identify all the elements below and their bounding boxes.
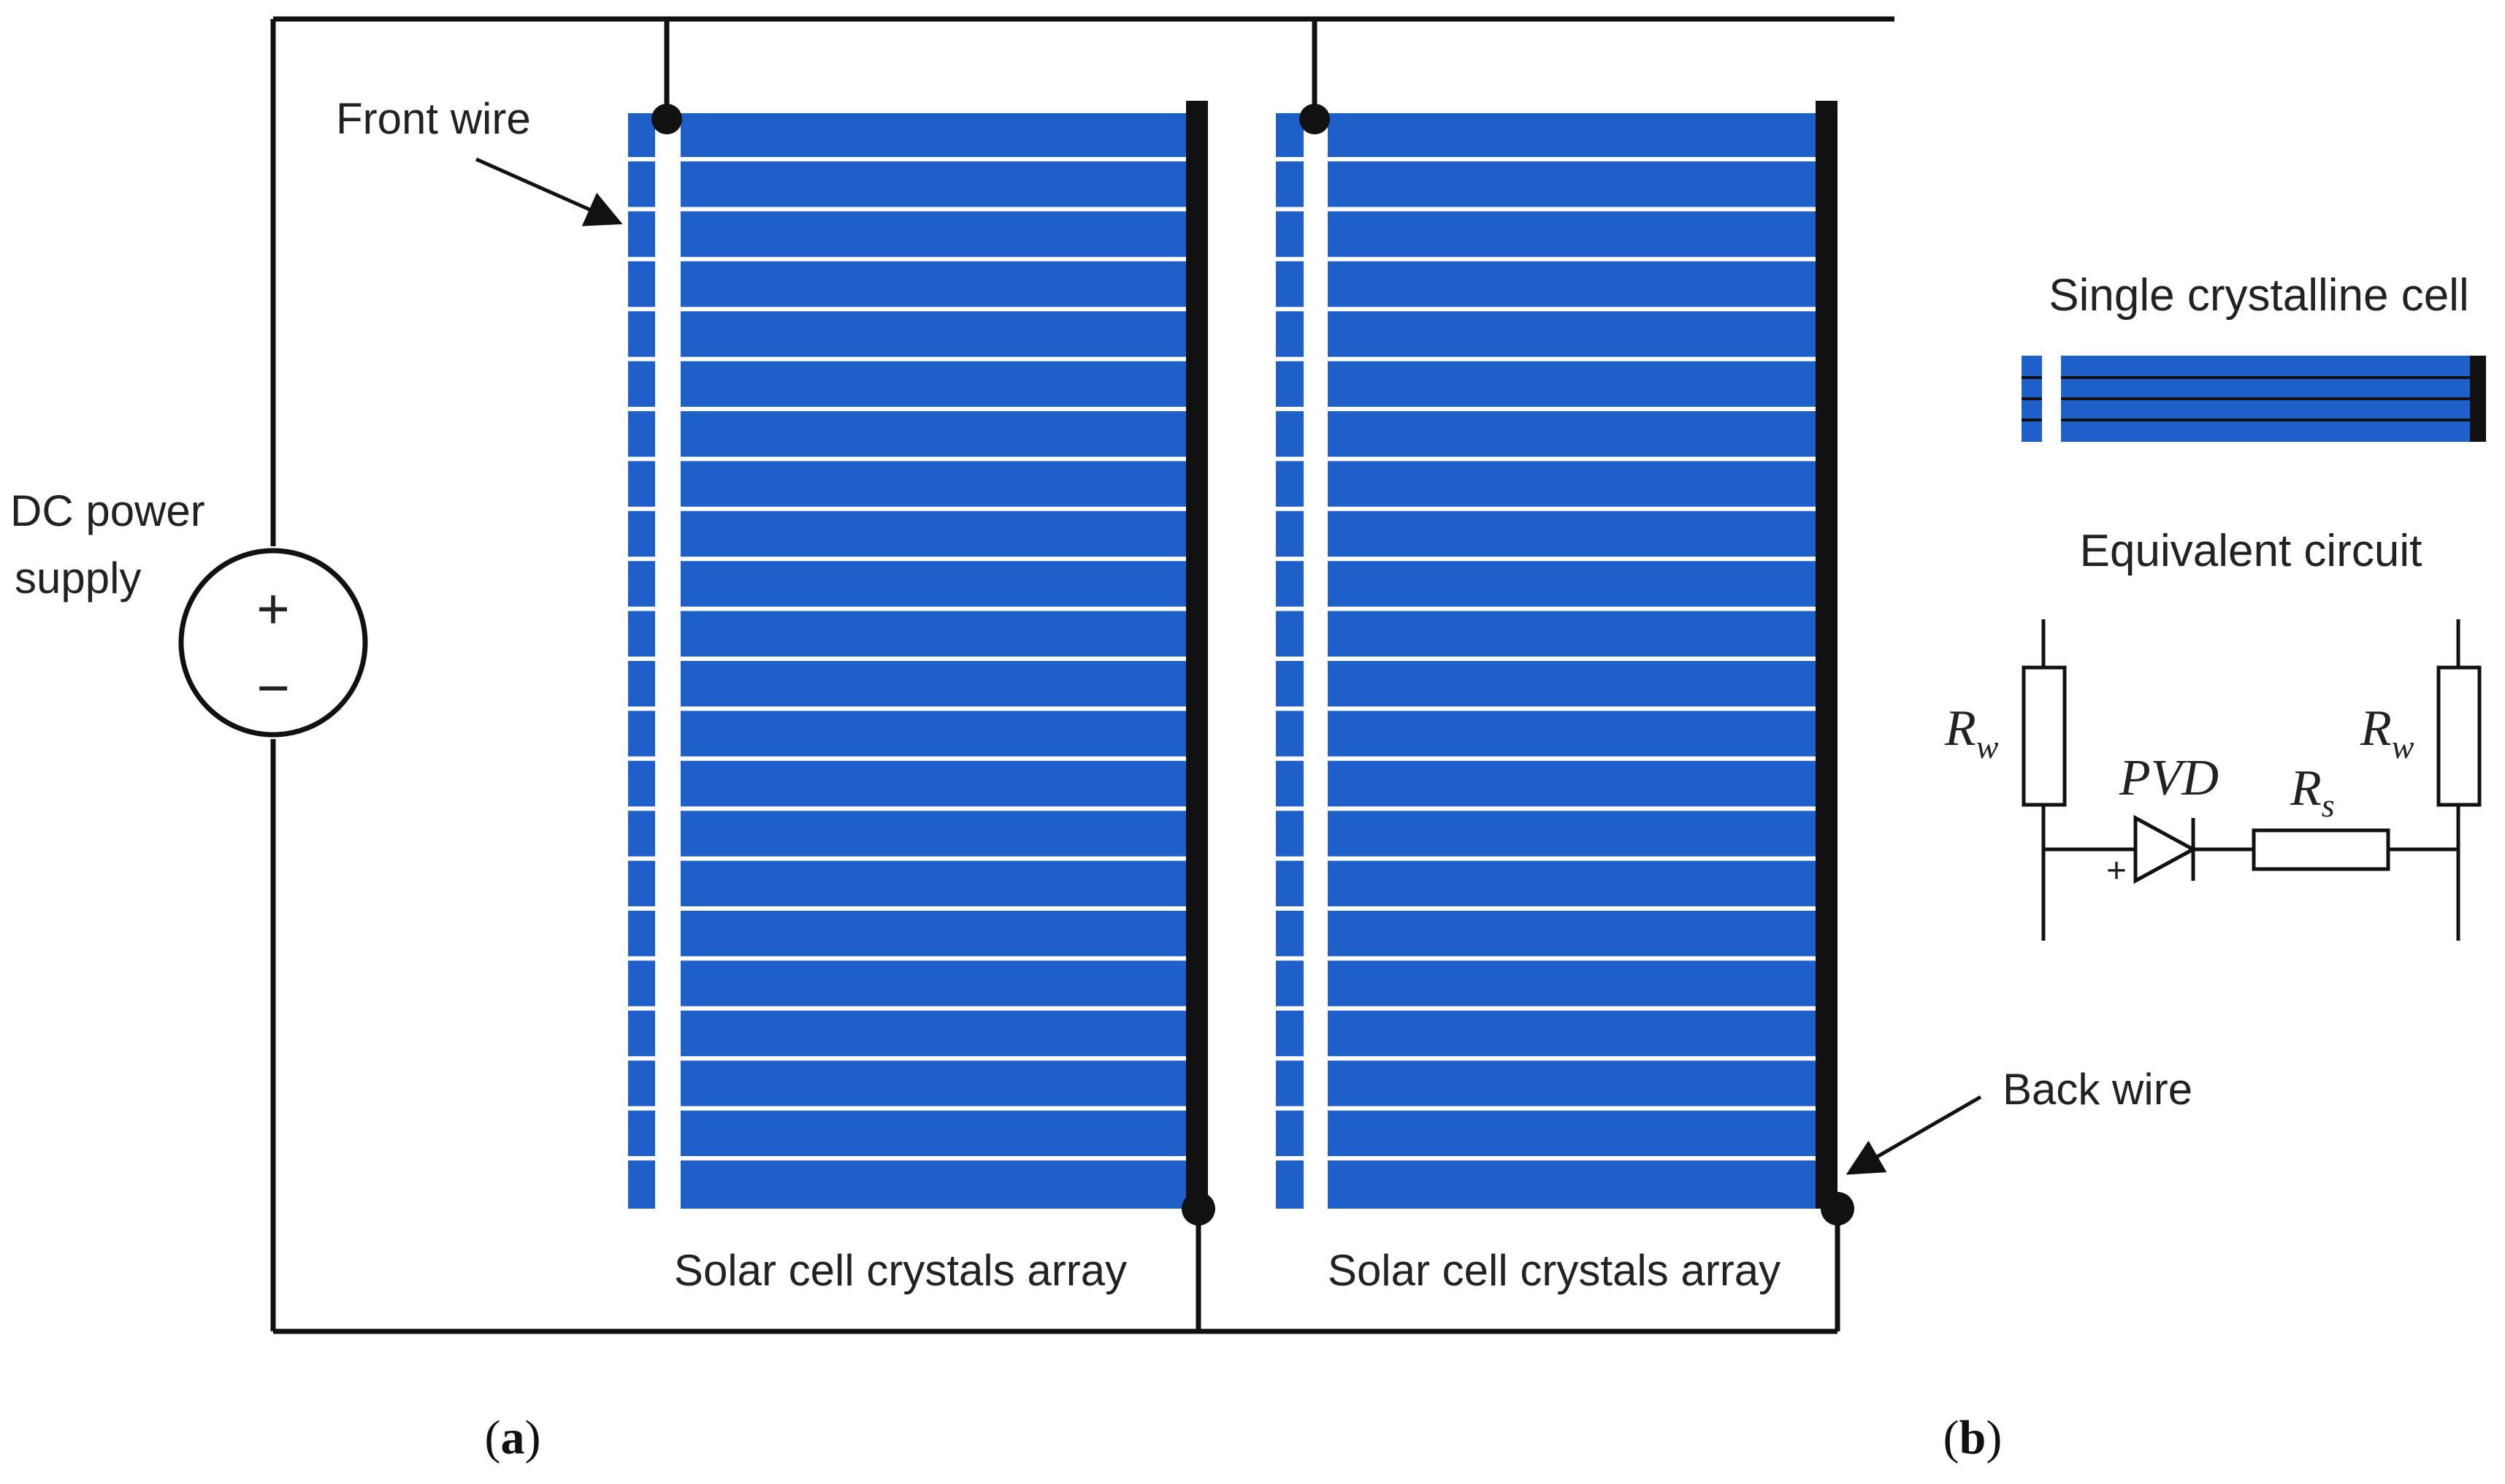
panel-a-caption: (a) bbox=[485, 1411, 541, 1464]
back-wire-arrow bbox=[1846, 1095, 1982, 1175]
resistor-icon bbox=[2252, 828, 2390, 871]
diode-icon bbox=[2133, 814, 2198, 884]
resistor-icon bbox=[2436, 665, 2482, 807]
single-cell-icon bbox=[2022, 356, 2486, 442]
front-contact-dot-right bbox=[1299, 104, 1330, 134]
dc-power-label-line1: DC power bbox=[10, 486, 205, 535]
finger-lines-left bbox=[628, 157, 1186, 1160]
front-contact-dot-left bbox=[651, 104, 682, 134]
source-plus-sign: + bbox=[256, 577, 290, 641]
front-wire-label: Front wire bbox=[336, 94, 531, 143]
back-contact-dot-left bbox=[1182, 1192, 1215, 1225]
back-wire-right bbox=[1816, 101, 1837, 1209]
panel-b-caption: (b) bbox=[1943, 1411, 2003, 1464]
source-minus-sign: − bbox=[256, 656, 290, 720]
rw-right-label: Rw bbox=[2360, 700, 2414, 765]
array-label-left: Solar cell crystals array bbox=[674, 1246, 1127, 1295]
back-wire-left bbox=[1186, 101, 1208, 1209]
pvd-label: PVD bbox=[2119, 750, 2219, 806]
resistor-icon bbox=[2022, 665, 2067, 807]
solar-panel-left bbox=[628, 101, 1215, 1225]
front-busbar-right bbox=[1304, 113, 1328, 1209]
front-busbar-left bbox=[655, 113, 681, 1209]
array-label-right: Solar cell crystals array bbox=[1328, 1246, 1781, 1295]
equivalent-circuit-title: Equivalent circuit bbox=[2080, 526, 2422, 576]
rs-label: Rs bbox=[2290, 760, 2335, 824]
dc-power-label-line2: supply bbox=[15, 554, 141, 603]
diode-plus-sign: + bbox=[2106, 852, 2127, 890]
back-contact-dot-right bbox=[1821, 1192, 1854, 1225]
circuit-wires bbox=[270, 16, 1894, 1334]
finger-lines-right bbox=[1276, 157, 1816, 1160]
dc-source-icon: + − bbox=[178, 548, 368, 738]
single-cell-title: Single crystalline cell bbox=[2049, 270, 2468, 321]
front-wire-arrow bbox=[475, 157, 623, 226]
solar-panel-right bbox=[1276, 101, 1854, 1225]
equivalent-circuit bbox=[2022, 619, 2482, 941]
rw-left-label: Rw bbox=[1944, 700, 1999, 765]
back-wire-label: Back wire bbox=[2003, 1065, 2192, 1114]
